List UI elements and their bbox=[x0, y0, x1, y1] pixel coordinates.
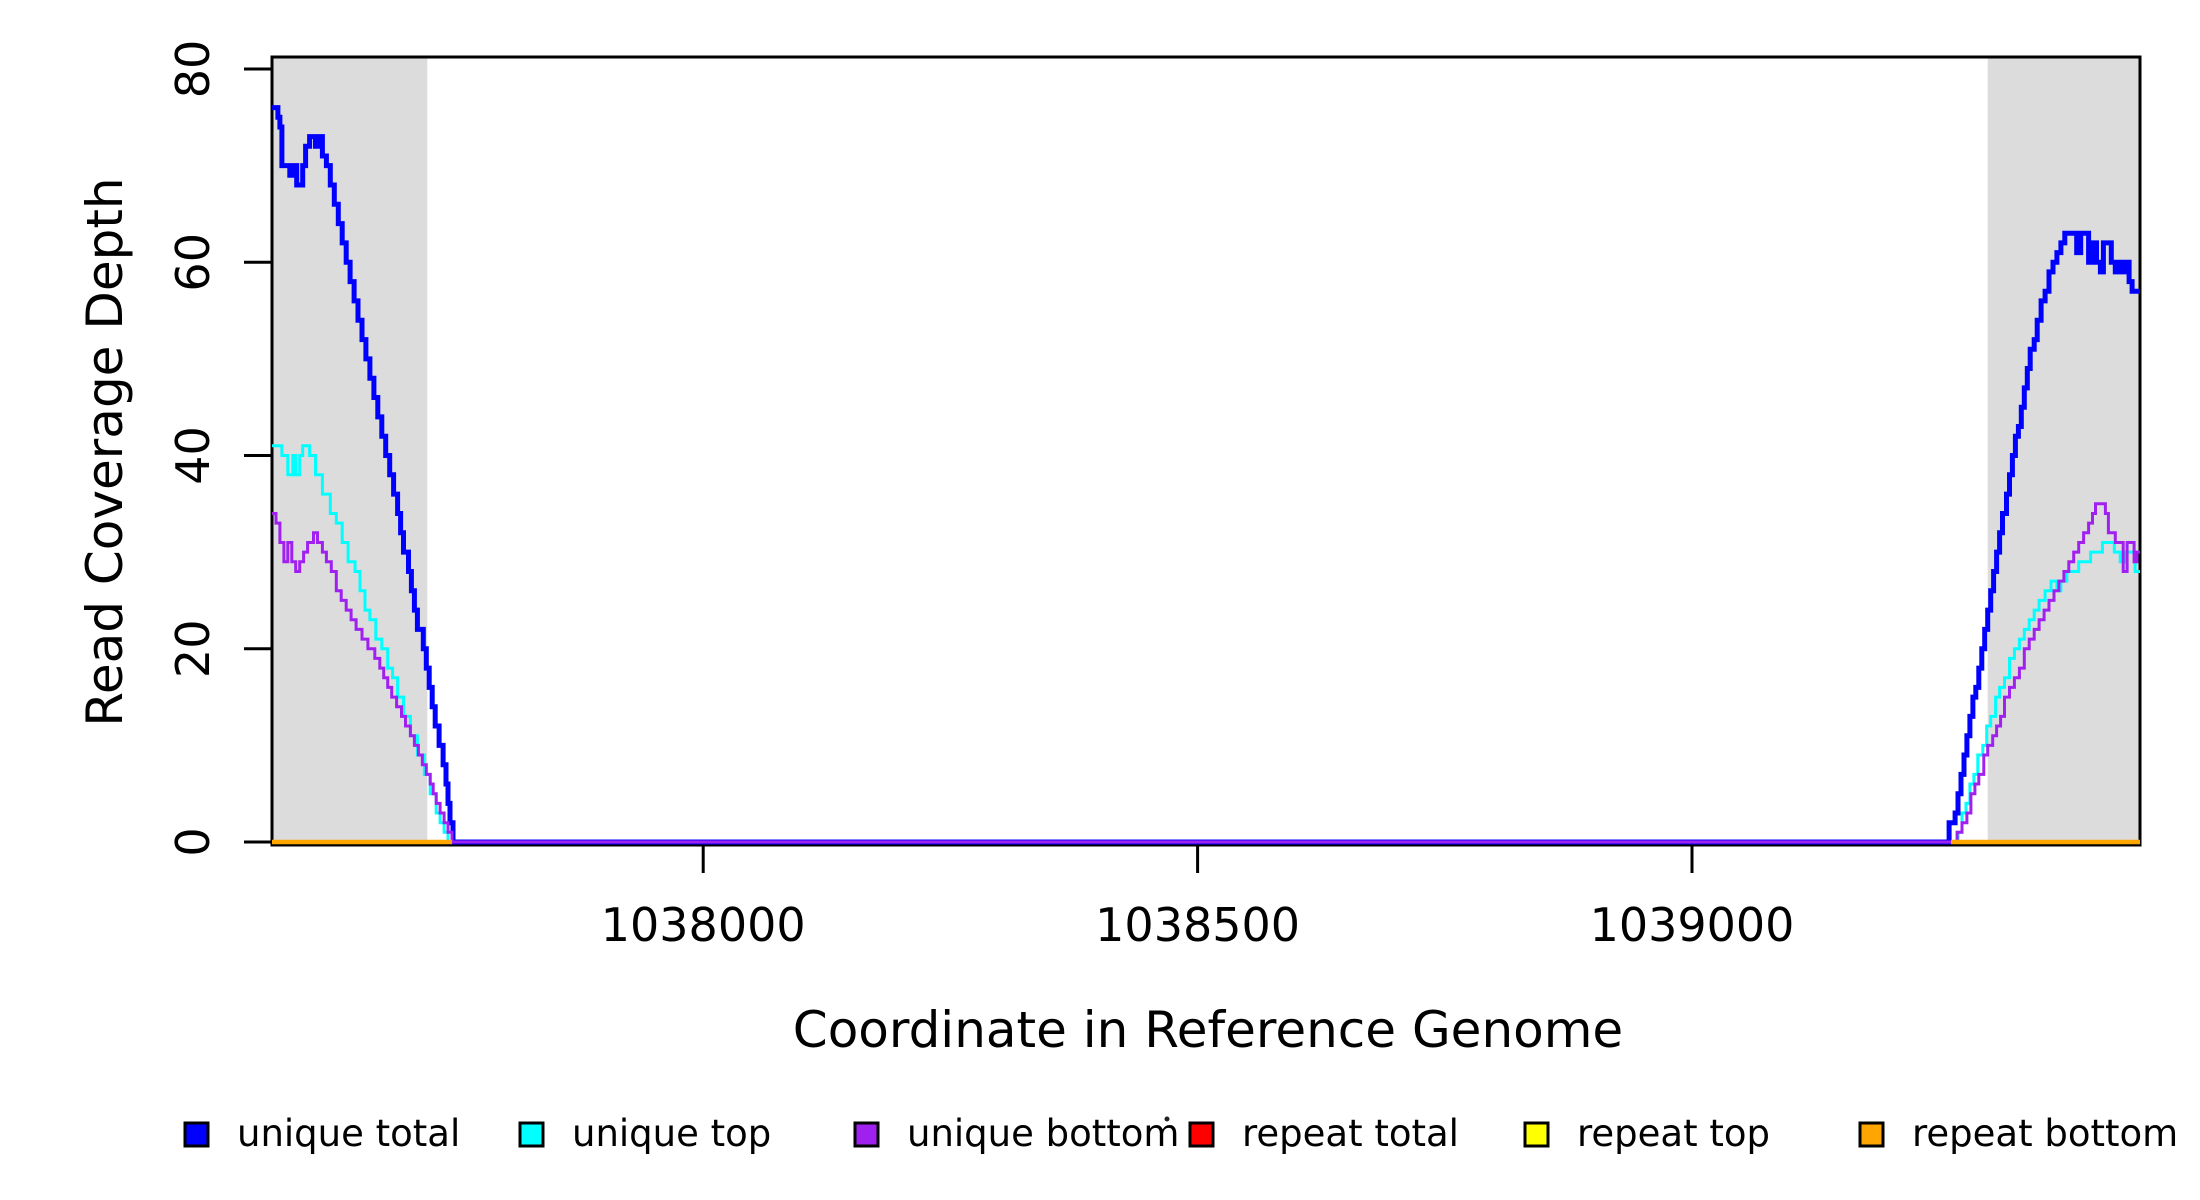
legend-swatch-unique-total bbox=[183, 1121, 210, 1148]
legend-label-unique-top: unique top bbox=[572, 1112, 771, 1155]
plot-box bbox=[270, 55, 2142, 847]
x-tick-label: 1039000 bbox=[1590, 898, 1795, 952]
x-axis-title: Coordinate in Reference Genome bbox=[793, 1001, 1623, 1059]
y-tick-label: 80 bbox=[166, 40, 220, 99]
series-line-unique-bottom bbox=[272, 502, 2140, 844]
legend-swatch-unique-top bbox=[518, 1121, 545, 1148]
legend-swatch-unique-bottom bbox=[853, 1121, 880, 1148]
legend-label-repeat-bottom: repeat bottom bbox=[1912, 1112, 2178, 1155]
repeat-region-right-shade bbox=[1987, 57, 2140, 845]
legend-label-repeat-top: repeat top bbox=[1577, 1112, 1770, 1155]
legend-swatch-repeat-top bbox=[1523, 1121, 1550, 1148]
y-tick-label: 20 bbox=[166, 620, 220, 679]
x-tick-label: 1038500 bbox=[1095, 898, 1300, 952]
chart-generated-layer: 1038000 1038500 1039000 0 20 40 60 80 unique tot… bbox=[166, 40, 2178, 1155]
stray-dot bbox=[1164, 1116, 1170, 1122]
series-line-unique-top bbox=[272, 444, 2140, 844]
legend-label-repeat-total: repeat total bbox=[1242, 1112, 1459, 1155]
legend-label-unique-total: unique total bbox=[237, 1112, 460, 1155]
legend-label-unique-bottom: unique bottom bbox=[907, 1112, 1179, 1155]
y-tick-label: 60 bbox=[166, 233, 220, 292]
x-tick-label: 1038000 bbox=[601, 898, 806, 952]
legend-swatch-repeat-bottom bbox=[1858, 1121, 1885, 1148]
series-line-unique-total bbox=[272, 105, 2140, 845]
legend-swatch-repeat-total bbox=[1188, 1121, 1215, 1148]
y-tick-label: 40 bbox=[166, 426, 220, 485]
y-tick-label: 0 bbox=[166, 827, 220, 856]
y-axis-title: Read Coverage Depth bbox=[76, 177, 134, 726]
